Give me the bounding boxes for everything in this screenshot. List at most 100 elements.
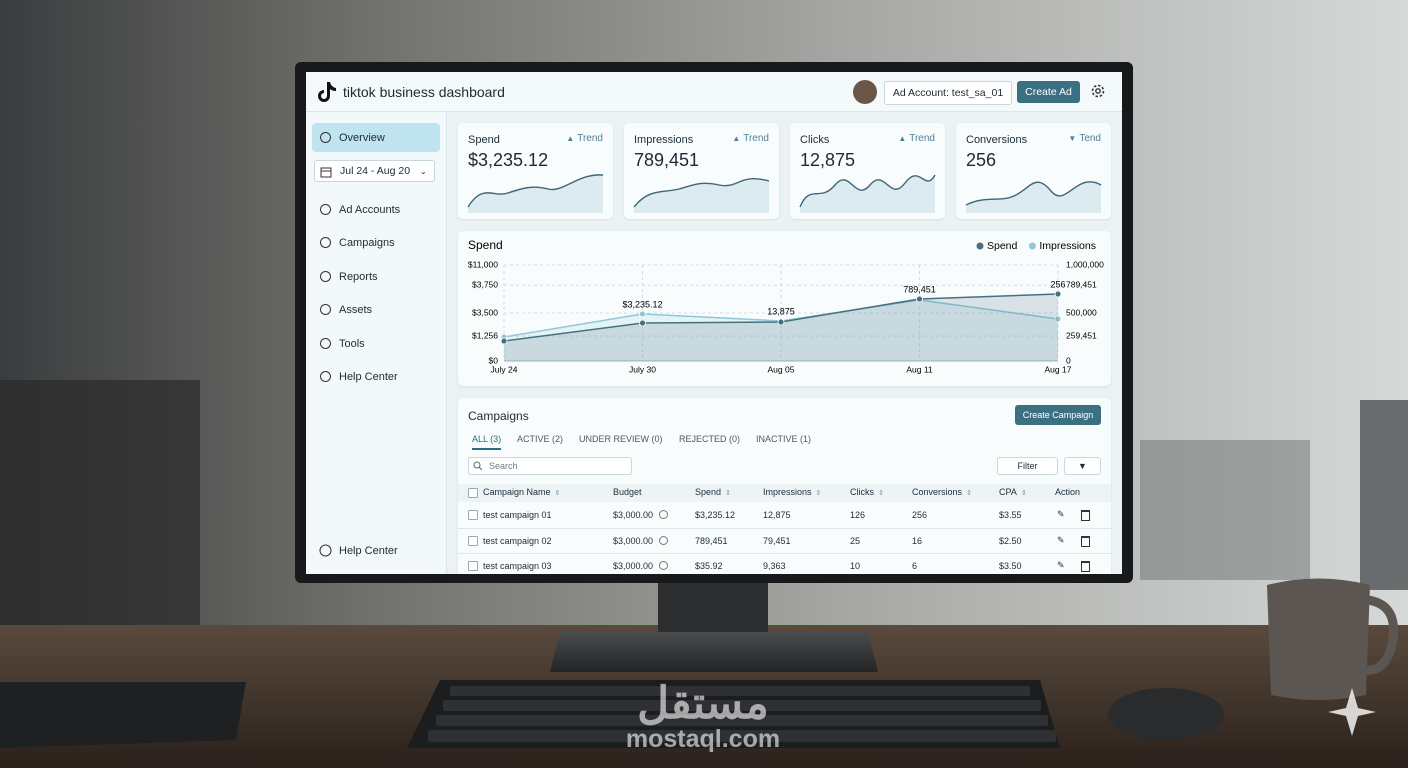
watermark-latin: mostaql.com [626,725,780,753]
menu-icon [320,304,331,315]
kpi-trend: ▲ Trend [566,133,603,144]
sort-icon: ⇕ [725,490,731,497]
search-input[interactable]: Search [468,457,632,475]
tab[interactable]: ALL (3) [472,434,502,450]
delete-icon[interactable] [1081,535,1090,547]
table-cell: test campaign 02 [483,535,552,546]
sparkline-area [634,178,769,213]
kpi-trend: ▼ Tend [1068,133,1101,144]
sparkline [965,181,1102,213]
y-tick-label: $3,750 [472,279,498,289]
trend-arrow: ▲ [898,134,907,143]
column-label: Conversions [912,487,963,497]
kpi-card: Clicks ▲ Trend 12,875 [790,123,945,219]
column-label: Clicks [850,487,874,497]
sort-icon: ⇕ [878,490,884,497]
create-campaign-button[interactable]: Create Campaign [1015,405,1101,425]
column-header[interactable]: Impressions ⇕ [763,487,821,497]
checkbox[interactable] [468,510,478,520]
table-cell: test campaign 03 [483,561,552,571]
column-header[interactable]: Budget [613,487,642,497]
menu-item[interactable]: Reports [319,270,378,283]
x-tick-label: Aug 05 [768,364,795,374]
sparkline-line [799,174,936,208]
table-cell: test campaign 01 [483,510,552,520]
avatar[interactable] [853,80,877,104]
column-label: CPA [999,487,1017,497]
column-label: Spend [695,487,722,497]
filter-label: Filter [1017,461,1038,471]
menu-label: Assets [339,303,373,316]
menu-item[interactable]: Tools [319,337,365,350]
mouse [1108,688,1224,740]
x-tick-label: July 24 [491,364,518,374]
tab[interactable]: INACTIVE (1) [756,434,812,444]
menu-item[interactable]: Campaigns [319,236,395,249]
edit-icon[interactable]: ✎ [1057,509,1065,519]
legend-swatch [976,242,984,250]
keys [428,686,1056,742]
table-cell: 16 [912,535,923,546]
menu-label: Tools [339,337,365,350]
delete-icon[interactable] [1081,561,1090,572]
column-header[interactable]: Clicks ⇕ [850,487,884,497]
column-header[interactable]: Campaign Name ⇕ [483,487,560,497]
table-cell: $3.50 [999,561,1022,571]
y2-tick-label: 789,451 [1066,279,1097,289]
sidebar: Jul 24 - Aug 20 ⌄ Help Center Overview Ad… [306,112,447,574]
mug-handle [1365,595,1399,675]
checkbox[interactable] [468,561,478,571]
line-chart: Spend 0 $0 259,451 $1,256 500,000 $3,500 789,4… [468,238,1104,374]
y2-tick-label: 259,451 [1066,330,1097,340]
series-area [504,293,1058,361]
settings-icon[interactable] [1090,83,1106,99]
kpi-value: 789,451 [634,150,700,170]
table-cell: 12,875 [763,510,791,520]
checkbox[interactable] [468,535,478,546]
menu-item[interactable]: Assets [319,303,372,316]
column-header[interactable]: Conversions ⇕ [912,487,972,497]
tab[interactable]: ACTIVE (2) [517,434,564,444]
menu-icon [320,132,331,143]
info-icon [659,510,668,519]
tab[interactable]: UNDER REVIEW (0) [579,434,663,444]
table-cell: 10 [850,561,861,571]
x-tick-label: July 30 [629,364,656,374]
kpi-label: Conversions [966,134,1028,146]
filter-menu-button[interactable]: ▼ [1064,457,1101,475]
tab[interactable]: REJECTED (0) [679,434,741,444]
sparkline [633,178,770,213]
logo [318,82,336,102]
edit-icon[interactable]: ✎ [1057,534,1065,545]
data-point [916,295,923,303]
sort-icon: ⇕ [815,490,822,497]
legend-label: Spend [987,240,1018,252]
column-header[interactable]: CPA ⇕ [999,487,1027,497]
menu-icon [320,371,331,382]
table-cell: 256 [912,510,928,520]
date-range-picker[interactable]: Jul 24 - Aug 20 [314,160,435,182]
kpi-card: Conversions ▼ Tend 256 [956,123,1111,219]
account-selector[interactable]: Ad Account: test_sa_01 [884,81,1012,105]
menu-icon [320,338,331,349]
table-cell: $35.92 [695,561,723,571]
checkbox[interactable] [468,488,478,498]
edit-icon[interactable]: ✎ [1057,560,1065,570]
menu-item[interactable]: Overview [319,131,385,144]
menu-item[interactable]: Ad Accounts [319,203,400,216]
filter-button[interactable]: Filter [997,457,1058,475]
chair [1360,400,1408,590]
create-ad-button[interactable]: Create Ad [1017,81,1080,103]
kpi-trend: ▲ Trend [732,133,769,144]
table-cell: $3.55 [999,510,1022,520]
menu-label: Help Center [339,370,398,383]
menu-item[interactable]: Help Center [319,370,398,383]
column-header[interactable]: Spend ⇕ [695,487,731,497]
footer-link[interactable]: Help Center [319,544,398,557]
delete-icon[interactable] [1081,510,1090,521]
data-point [500,337,508,345]
sparkline [799,174,936,213]
data-point [1054,290,1062,298]
trend-label: Trend [909,133,935,144]
